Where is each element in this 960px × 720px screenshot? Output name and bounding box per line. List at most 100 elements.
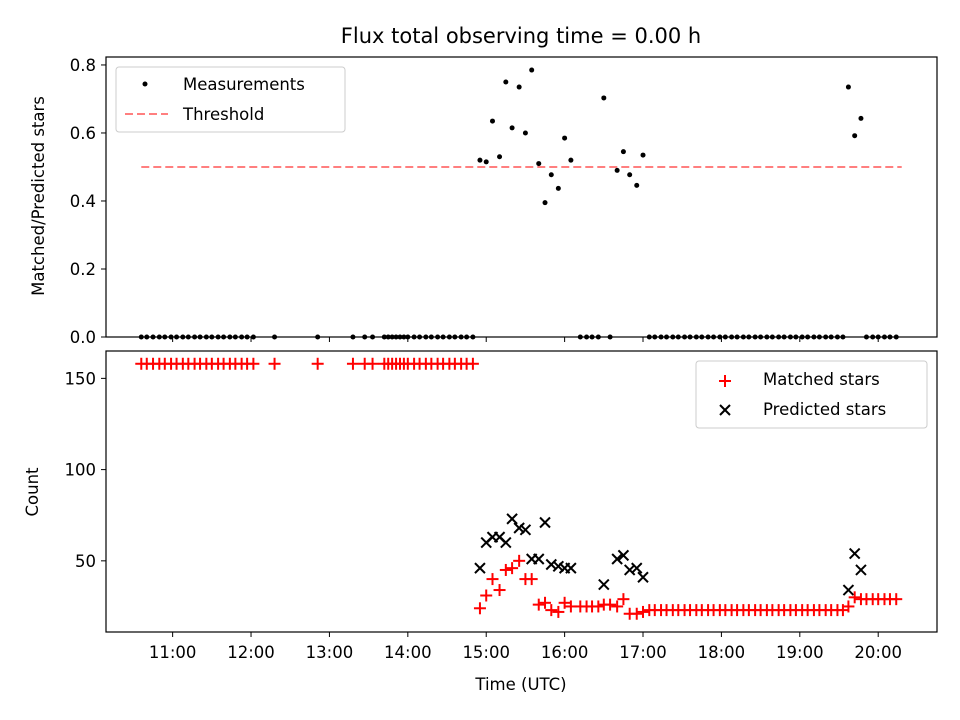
bottom-ytick-label: 100	[65, 461, 97, 480]
matched-star-point	[552, 605, 565, 618]
matched-star-point	[630, 607, 643, 620]
top-ylabel: Matched/Predicted stars	[29, 96, 48, 296]
top-legend: Measurements Threshold	[115, 66, 346, 133]
measurement-point	[536, 161, 542, 167]
matched-star-point	[525, 573, 538, 586]
measurement-point	[634, 182, 640, 188]
bottom-xtick-label: 15:00	[462, 643, 510, 662]
measurement-point	[497, 154, 503, 160]
matched-star-point	[506, 562, 519, 575]
bottom-xlabel: Time (UTC)	[474, 675, 566, 694]
top-legend-box	[115, 66, 346, 133]
measurement-point	[858, 115, 864, 121]
measurement-point	[568, 157, 574, 163]
bottom-xtick-label: 19:00	[776, 643, 824, 662]
matched-star-point	[592, 600, 605, 613]
measurement-point	[516, 84, 522, 90]
predicted-star-point	[611, 553, 623, 565]
bottom-axes-frame	[105, 350, 938, 633]
top-plot-area	[138, 67, 902, 340]
matched-star-point	[493, 584, 506, 597]
top-title: Flux total observing time = 0.00 h	[341, 24, 701, 48]
top-yticks: 0.0 0.2 0.4 0.6 0.8	[70, 56, 106, 347]
bottom-ylabel: Count	[23, 467, 42, 517]
matched-star-point	[366, 357, 379, 370]
measurement-point	[522, 130, 528, 136]
predicted-star-point	[513, 522, 525, 534]
measurement-point	[548, 172, 554, 178]
matched-star-point	[513, 554, 526, 567]
matched-star-point	[539, 596, 552, 609]
top-panel: Flux total observing time = 0.00 h Match…	[29, 24, 938, 347]
measurement-point	[640, 152, 646, 158]
matched-star-point	[848, 591, 861, 604]
matched-star-point	[247, 357, 260, 370]
predicted-star-point	[598, 578, 610, 591]
bottom-xtick-label: 12:00	[227, 643, 275, 662]
predicted-star-point	[848, 547, 861, 560]
bottom-legend: Matched stars Predicted stars	[695, 360, 928, 429]
matched-star-point	[611, 600, 624, 613]
bottom-xtick-label: 13:00	[306, 643, 354, 662]
top-ytick-label: 0.2	[70, 260, 96, 279]
matched-star-point	[545, 604, 558, 617]
predicted-star-point	[506, 513, 518, 525]
predicted-legend-marker	[719, 404, 731, 416]
measurement-point	[627, 172, 633, 178]
measurement-point	[620, 149, 626, 155]
matched-star-point	[637, 605, 650, 618]
matched-star-point	[558, 596, 571, 609]
predicted-star-point	[637, 571, 649, 583]
bottom-xticks: 11:00 12:00 13:00 14:00 15:00 16:00 17:00 18:00…	[149, 632, 902, 662]
predicted-star-point	[474, 562, 486, 574]
matched-star-point	[311, 357, 324, 370]
top-axes-frame	[105, 56, 938, 338]
predicted-star-point	[617, 549, 630, 562]
bottom-xtick-label: 17:00	[619, 643, 667, 662]
legend-measurements-label: Measurements	[183, 75, 305, 94]
bottom-xtick-label: 16:00	[541, 643, 589, 662]
measurement-point	[562, 135, 568, 141]
predicted-star-point	[631, 562, 643, 574]
bottom-yticks: 50 100 150	[65, 369, 106, 571]
matched-star-point	[604, 598, 617, 611]
measurement-point	[845, 84, 851, 90]
bottom-xtick-label: 14:00	[384, 643, 432, 662]
matched-star-point	[346, 357, 359, 370]
matched-star-point	[617, 593, 630, 606]
matched-star-point	[473, 602, 486, 615]
legend-threshold-label: Threshold	[182, 105, 264, 124]
measurement-point	[489, 118, 495, 124]
measurement-point	[542, 200, 548, 206]
matched-star-point	[890, 593, 903, 606]
measurement-point	[477, 157, 483, 163]
bottom-plot-area	[135, 357, 903, 620]
matched-legend-marker	[719, 375, 731, 387]
predicted-star-point	[533, 553, 545, 565]
measurement-point	[852, 133, 858, 139]
matched-star-point	[842, 600, 855, 613]
bottom-xtick-label: 18:00	[698, 643, 746, 662]
top-ytick-label: 0.8	[70, 56, 96, 75]
matched-star-point	[486, 573, 499, 586]
measurement-point	[529, 67, 535, 73]
predicted-star-point	[623, 564, 636, 576]
bottom-xtick-label: 11:00	[149, 643, 197, 662]
top-ytick-label: 0.0	[70, 328, 96, 347]
bottom-panel: Count Time (UTC) 50 100 150 11:00 12:00 13:0…	[23, 350, 938, 694]
matched-star-point	[499, 563, 512, 576]
measurement-point	[614, 167, 620, 173]
measurements-legend-marker	[142, 81, 148, 87]
bottom-ytick-label: 50	[75, 552, 96, 571]
predicted-star-point	[500, 536, 512, 549]
measurement-point	[509, 125, 515, 131]
matched-star-point	[480, 589, 493, 602]
predicted-star-point	[565, 562, 577, 574]
predicted-star-point	[855, 564, 867, 576]
bottom-legend-box	[695, 360, 928, 429]
matched-star-point	[268, 357, 281, 370]
measurement-point	[503, 79, 509, 85]
legend-predicted-label: Predicted stars	[763, 400, 886, 419]
predicted-star-point	[552, 560, 565, 573]
predicted-star-point	[519, 524, 532, 536]
